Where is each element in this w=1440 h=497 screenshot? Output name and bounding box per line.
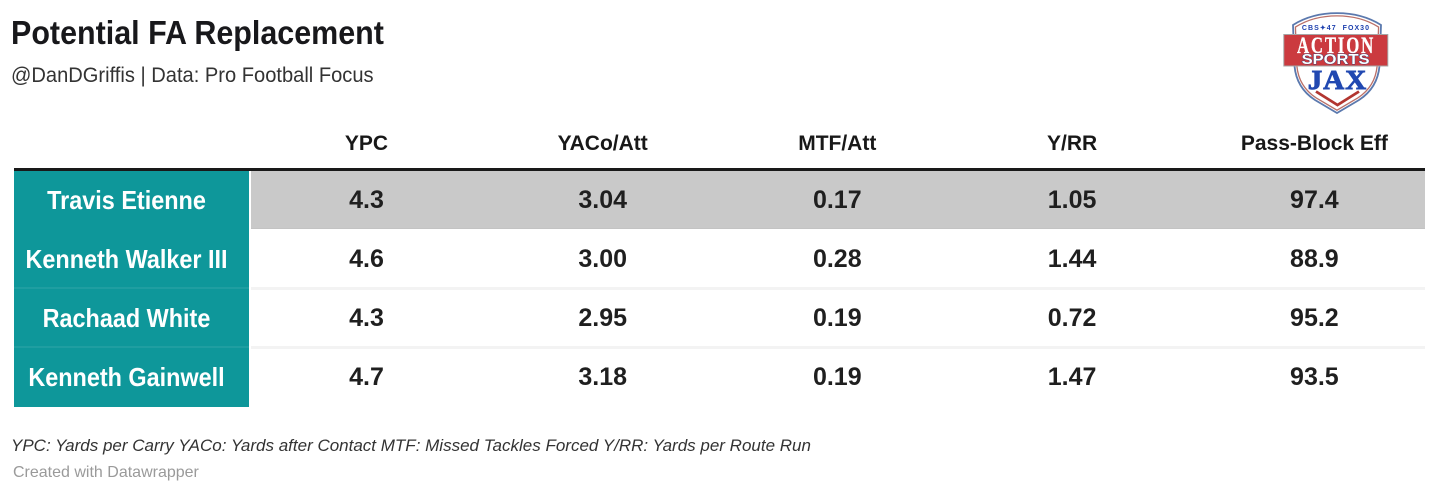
svg-text:CBS✦47 FOX30: CBS✦47 FOX30	[1302, 24, 1370, 32]
svg-text:ACTION: ACTION	[1297, 33, 1375, 58]
svg-text:SPORTS: SPORTS	[1302, 52, 1370, 68]
svg-text:JAX: JAX	[1308, 64, 1368, 95]
